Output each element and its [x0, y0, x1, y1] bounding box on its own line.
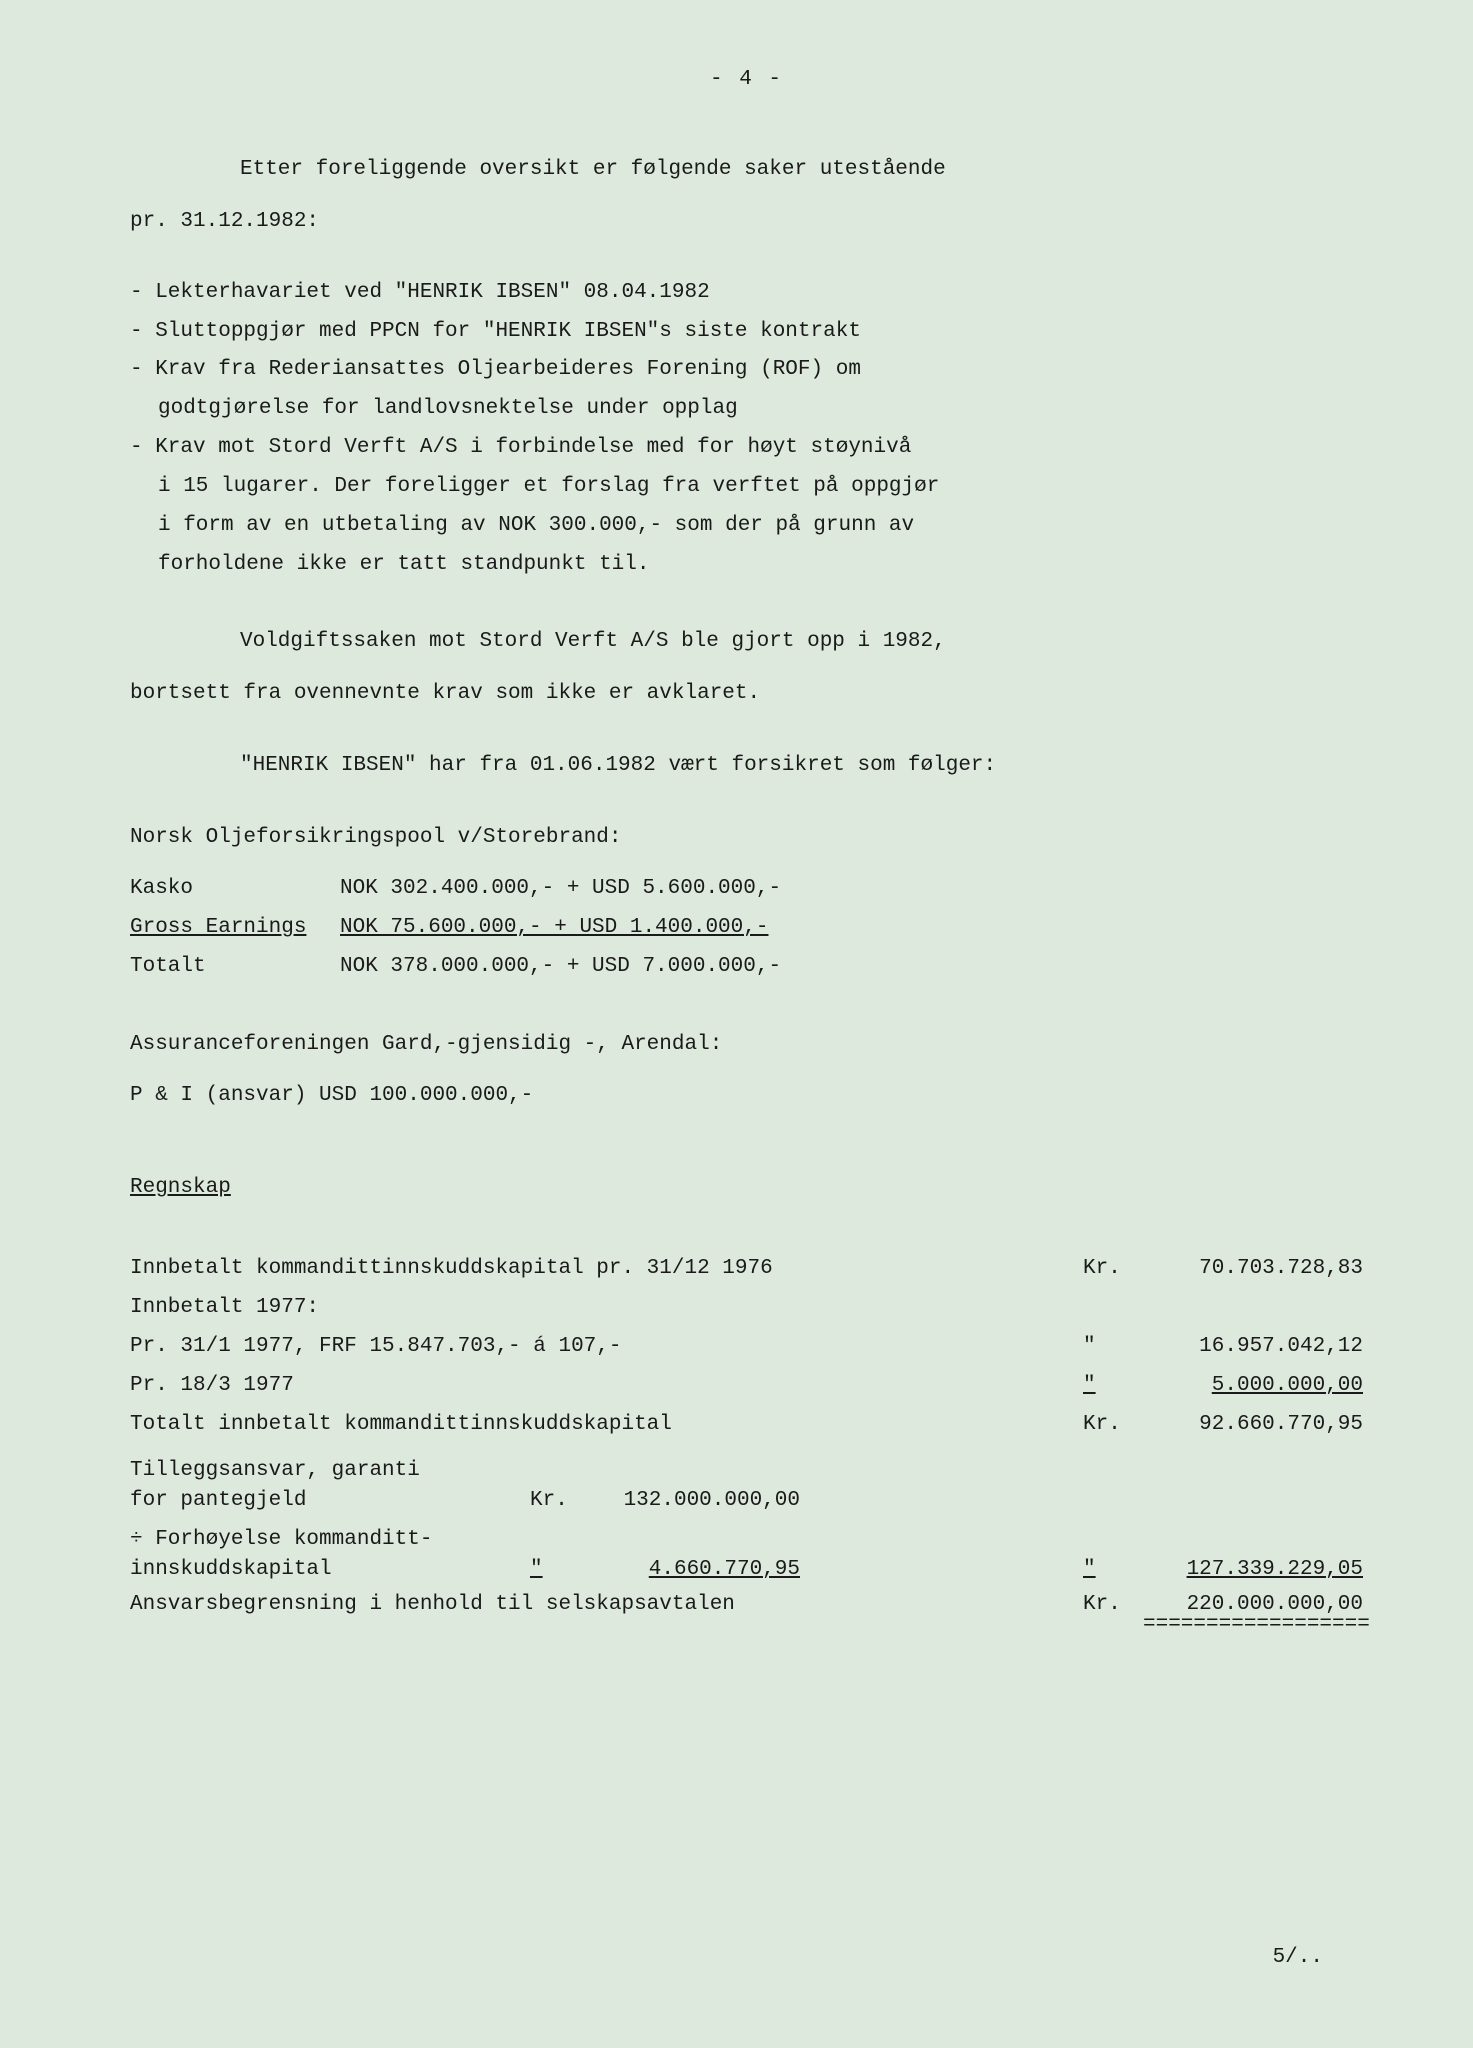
sub-row: Ansvarsbegrensning i henhold til selskap…	[130, 1590, 1363, 1619]
sub-cur	[1083, 1525, 1143, 1554]
insurance-label: Totalt	[130, 948, 340, 987]
sub-label: ÷ Forhøyelse kommanditt-	[130, 1525, 530, 1554]
bullet-continuation: forholdene ikke er tatt standpunkt til.	[130, 546, 1363, 585]
sub-val: 127.339.229,05	[1143, 1555, 1363, 1584]
accounting-currency	[1083, 1289, 1143, 1328]
accounting-value: 16.957.042,12	[1143, 1328, 1363, 1367]
accounting-currency: "	[1083, 1328, 1143, 1367]
gard-line1: Assuranceforeningen Gard,-gjensidig -, A…	[130, 1025, 1363, 1065]
sub-label: for pantegjeld	[130, 1486, 530, 1515]
bullet-item: - Krav mot Stord Verft A/S i forbindelse…	[130, 429, 1363, 468]
sub-val	[1143, 1486, 1363, 1515]
accounting-value	[1143, 1289, 1363, 1328]
insurance-row: Gross Earnings NOK 75.600.000,- + USD 1.…	[130, 909, 1363, 948]
sub-cur: "	[1083, 1555, 1143, 1584]
accounting-value: 5.000.000,00	[1143, 1367, 1363, 1406]
accounting-label: Innbetalt 1977:	[130, 1289, 1083, 1328]
sub-label: Ansvarsbegrensning i henhold til selskap…	[130, 1590, 1083, 1619]
sub-mid-cur: "	[530, 1555, 580, 1584]
voldgift-line1: Voldgiftssaken mot Stord Verft A/S ble g…	[130, 622, 1363, 662]
accounting-label: Innbetalt kommandittinnskuddskapital pr.…	[130, 1250, 1083, 1289]
insurance-header: Norsk Oljeforsikringspool v/Storebrand:	[130, 818, 1363, 858]
sub-mid-cur	[530, 1456, 580, 1485]
footer-page-ref: 5/..	[1273, 1938, 1323, 1978]
accounting-row: Totalt innbetalt kommandittinnskuddskapi…	[130, 1406, 1363, 1445]
regnskap-heading: Regnskap	[130, 1168, 1363, 1208]
insurance-label: Kasko	[130, 870, 340, 909]
sub-mid-val	[580, 1456, 800, 1485]
sub-row: ÷ Forhøyelse kommanditt-	[130, 1525, 1363, 1554]
insurance-value: NOK 75.600.000,- + USD 1.400.000,-	[340, 909, 1363, 948]
sub-row: for pantegjeld Kr. 132.000.000,00	[130, 1486, 1363, 1515]
sub-mid-val	[580, 1525, 800, 1554]
accounting-label: Pr. 31/1 1977, FRF 15.847.703,- á 107,-	[130, 1328, 1083, 1367]
gard-line2: P & I (ansvar) USD 100.000.000,-	[130, 1076, 1363, 1116]
insurance-row: Kasko NOK 302.400.000,- + USD 5.600.000,…	[130, 870, 1363, 909]
accounting-table: Innbetalt kommandittinnskuddskapital pr.…	[130, 1250, 1363, 1444]
bullet-item: - Sluttoppgjør med PPCN for "HENRIK IBSE…	[130, 313, 1363, 352]
bullet-continuation: godtgjørelse for landlovsnektelse under …	[130, 390, 1363, 429]
sub-label: innskuddskapital	[130, 1555, 530, 1584]
bullet-list: - Lekterhavariet ved "HENRIK IBSEN" 08.0…	[130, 274, 1363, 585]
insurance-row: Totalt NOK 378.000.000,- + USD 7.000.000…	[130, 948, 1363, 987]
voldgift-line2: bortsett fra ovennevnte krav som ikke er…	[130, 674, 1363, 714]
accounting-currency: Kr.	[1083, 1406, 1143, 1445]
sub-mid-val: 4.660.770,95	[580, 1555, 800, 1584]
accounting-row: Pr. 31/1 1977, FRF 15.847.703,- á 107,- …	[130, 1328, 1363, 1367]
insurance-value: NOK 302.400.000,- + USD 5.600.000,-	[340, 870, 1363, 909]
bullet-item: - Lekterhavariet ved "HENRIK IBSEN" 08.0…	[130, 274, 1363, 313]
insurance-value: NOK 378.000.000,- + USD 7.000.000,-	[340, 948, 1363, 987]
accounting-row: Pr. 18/3 1977 " 5.000.000,00	[130, 1367, 1363, 1406]
sub-cur	[1083, 1486, 1143, 1515]
page-number: - 4 -	[130, 60, 1363, 100]
accounting-value: 92.660.770,95	[1143, 1406, 1363, 1445]
accounting-label: Pr. 18/3 1977	[130, 1367, 1083, 1406]
accounting-currency: "	[1083, 1367, 1143, 1406]
sub-cur: Kr.	[1083, 1590, 1143, 1619]
sub-label: Tilleggsansvar, garanti	[130, 1456, 530, 1485]
insurance-intro: "HENRIK IBSEN" har fra 01.06.1982 vært f…	[130, 746, 1363, 786]
sub-mid-cur	[530, 1525, 580, 1554]
accounting-currency: Kr.	[1083, 1250, 1143, 1289]
intro-line2: pr. 31.12.1982:	[130, 202, 1363, 242]
accounting-label: Totalt innbetalt kommandittinnskuddskapi…	[130, 1406, 1083, 1445]
bullet-item: - Krav fra Rederiansattes Oljearbeideres…	[130, 351, 1363, 390]
insurance-label: Gross Earnings	[130, 909, 340, 948]
sub-mid-val: 132.000.000,00	[580, 1486, 800, 1515]
sub-mid-cur: Kr.	[530, 1486, 580, 1515]
sub-row: Tilleggsansvar, garanti	[130, 1456, 1363, 1485]
sub-row: innskuddskapital " 4.660.770,95 " 127.33…	[130, 1555, 1363, 1584]
intro-line1: Etter foreliggende oversikt er følgende …	[130, 150, 1363, 190]
insurance-table: Kasko NOK 302.400.000,- + USD 5.600.000,…	[130, 870, 1363, 987]
sub-val	[1143, 1525, 1363, 1554]
sub-val: 220.000.000,00	[1143, 1590, 1363, 1619]
sub-cur	[1083, 1456, 1143, 1485]
accounting-row: Innbetalt kommandittinnskuddskapital pr.…	[130, 1250, 1363, 1289]
bullet-continuation: i 15 lugarer. Der foreligger et forslag …	[130, 468, 1363, 507]
bullet-continuation: i form av en utbetaling av NOK 300.000,-…	[130, 507, 1363, 546]
sub-accounting-table: Tilleggsansvar, garanti for pantegjeld K…	[130, 1456, 1363, 1619]
accounting-value: 70.703.728,83	[1143, 1250, 1363, 1289]
sub-val	[1143, 1456, 1363, 1485]
accounting-row: Innbetalt 1977:	[130, 1289, 1363, 1328]
